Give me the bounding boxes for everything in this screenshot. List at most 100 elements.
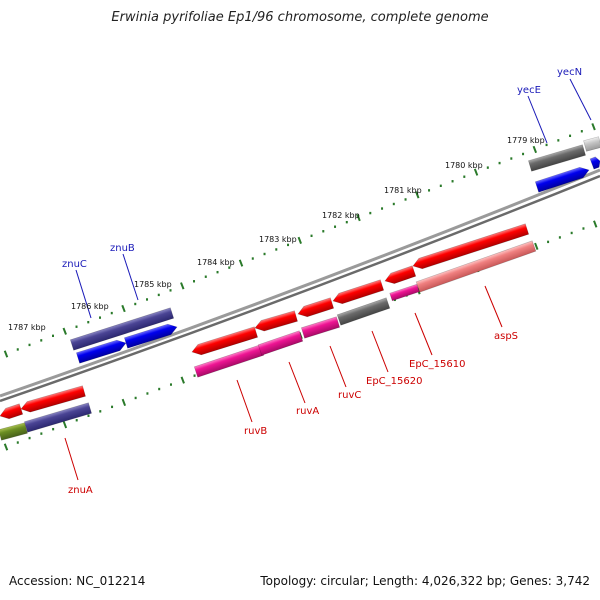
leader-EpC_15620 bbox=[371, 330, 389, 373]
leader-znuC bbox=[75, 269, 92, 319]
gene-arrow-ruvA-group bbox=[254, 310, 298, 332]
leader-znuB bbox=[122, 253, 139, 301]
gene-label-ruvB[interactable]: ruvB bbox=[244, 426, 267, 437]
scale-label-1784: 1784 kbp bbox=[197, 258, 235, 267]
upper-track-minor-tick bbox=[216, 270, 219, 274]
gene-label-ruvA[interactable]: ruvA bbox=[296, 406, 319, 417]
leader-aspS bbox=[484, 285, 503, 328]
gene-arrow-yecE-group bbox=[534, 166, 590, 193]
gene-arrow-znuC-navy bbox=[69, 307, 175, 351]
upper-track-minor-tick bbox=[75, 325, 78, 328]
upper-track-minor-tick bbox=[228, 266, 231, 269]
lower-track-major-tick bbox=[62, 421, 68, 429]
gene-arrow-znuB-group bbox=[123, 323, 178, 349]
upper-track-minor-tick bbox=[16, 348, 19, 351]
gene-label-yecN[interactable]: yecN bbox=[557, 67, 582, 78]
gene-arrow-ruvC-group bbox=[297, 297, 335, 318]
gene-label-yecE[interactable]: yecE bbox=[517, 85, 541, 96]
lower-track-minor-tick bbox=[99, 410, 102, 413]
gene-arrow-ruvA bbox=[254, 310, 298, 332]
leader-ruvC bbox=[329, 345, 347, 388]
lower-track-minor-tick bbox=[134, 396, 137, 400]
upper-track-minor-tick bbox=[392, 202, 395, 206]
gene-label-znuA[interactable]: znuA bbox=[68, 485, 93, 496]
upper-track-minor-tick bbox=[345, 220, 348, 224]
lower-track-minor-tick bbox=[193, 374, 196, 377]
gene-features bbox=[0, 136, 600, 441]
upper-track-minor-tick bbox=[569, 134, 572, 138]
gene-arrow-left-edge bbox=[0, 403, 24, 420]
scale-label-1785: 1785 kbp bbox=[134, 280, 172, 289]
gene-arrow-ruvC-pink bbox=[300, 316, 341, 339]
backbone-outer bbox=[0, 168, 600, 398]
upper-track-minor-tick bbox=[275, 248, 278, 251]
upper-track-major-tick bbox=[180, 282, 185, 290]
upper-track-minor-tick bbox=[310, 234, 313, 238]
scale-label-1780: 1780 kbp bbox=[445, 161, 483, 170]
upper-track-minor-tick bbox=[522, 152, 525, 156]
scale-label-1786: 1786 kbp bbox=[71, 302, 109, 311]
gene-label-EpC_15620[interactable]: EpC_15620 bbox=[366, 376, 422, 387]
gene-arrow-aspS bbox=[412, 223, 530, 270]
upper-track-major-tick bbox=[3, 350, 9, 358]
gene-label-znuC[interactable]: znuC bbox=[62, 259, 87, 270]
gene-arrow-ruvA-pink bbox=[257, 330, 304, 356]
gene-label-znuB[interactable]: znuB bbox=[110, 243, 135, 254]
lower-track-minor-tick bbox=[169, 383, 172, 386]
gene-arrow-yecN bbox=[589, 156, 600, 170]
lower-track-minor-tick bbox=[28, 436, 31, 440]
gene-arrow-ruvC-pink-group bbox=[300, 316, 341, 339]
upper-track-minor-tick bbox=[334, 225, 337, 228]
gene-label-aspS[interactable]: aspS bbox=[494, 331, 518, 342]
chromosome-backbone bbox=[0, 168, 600, 403]
leader-yecN bbox=[569, 78, 592, 121]
gene-arrow-yecE-gray bbox=[528, 144, 586, 172]
lower-track-minor-tick bbox=[87, 414, 90, 417]
upper-track-major-tick bbox=[238, 259, 244, 267]
lower-track-minor-tick bbox=[75, 419, 78, 422]
genome-summary-text: Topology: circular; Length: 4,026,322 bp… bbox=[260, 574, 590, 588]
lower-track-minor-tick bbox=[570, 231, 573, 235]
upper-track-minor-tick bbox=[322, 230, 325, 233]
upper-track-major-tick bbox=[591, 123, 596, 131]
lower-track-major-tick bbox=[593, 220, 598, 228]
upper-gene-labels: znuC znuB yecE yecN bbox=[62, 67, 582, 270]
upper-track-minor-tick bbox=[134, 302, 137, 306]
upper-track-minor-tick bbox=[486, 166, 489, 169]
lower-track-major-tick bbox=[534, 242, 539, 250]
gene-arrow-EpC_15610-pink bbox=[389, 283, 420, 302]
leader-yecE bbox=[527, 95, 548, 144]
scale-label-1782: 1782 kbp bbox=[322, 211, 360, 220]
upper-scale-ticks bbox=[3, 123, 596, 358]
upper-track-minor-tick bbox=[498, 161, 501, 165]
gene-arrow-ruvB bbox=[191, 326, 259, 356]
upper-track-major-tick bbox=[62, 327, 67, 335]
backbone-inner bbox=[0, 174, 600, 403]
upper-track-minor-tick bbox=[404, 198, 407, 201]
gene-arrow-ruvB-pink bbox=[193, 344, 265, 378]
leader-ruvA bbox=[288, 361, 306, 404]
gene-arrow-znuA bbox=[20, 385, 86, 413]
lower-track-minor-tick bbox=[558, 236, 561, 239]
upper-track-major-tick bbox=[532, 145, 538, 154]
gene-arrow-aspS-salmon-group bbox=[415, 240, 537, 293]
map-title: Erwinia pyrifoliae Ep1/96 chromosome, co… bbox=[111, 10, 489, 25]
upper-track-major-tick bbox=[415, 191, 420, 199]
gene-arrow-EpC_15610 bbox=[384, 265, 417, 284]
gene-arrow-aspS-salmon bbox=[415, 240, 537, 293]
leader-ruvB bbox=[236, 379, 253, 423]
upper-track-minor-tick bbox=[369, 211, 372, 215]
scale-labels: 1787 kbp 1786 kbp 1785 kbp 1784 kbp 1783… bbox=[8, 136, 545, 332]
gene-arrow-znuC bbox=[75, 339, 127, 364]
gene-label-EpC_15610[interactable]: EpC_15610 bbox=[409, 359, 465, 370]
lower-gene-labels: znuA ruvB ruvA ruvC EpC_15620 EpC_15610 … bbox=[68, 331, 518, 496]
upper-track-minor-tick bbox=[287, 243, 290, 247]
gene-label-ruvC[interactable]: ruvC bbox=[338, 390, 361, 401]
gene-arrow-yecN-gray bbox=[583, 136, 600, 152]
gene-arrow-ruvB-pink-group bbox=[193, 344, 265, 378]
leader-znuA bbox=[64, 437, 79, 481]
upper-track-minor-tick bbox=[263, 252, 266, 256]
gene-arrow-EpC_15620-gray bbox=[336, 297, 391, 326]
lower-track-minor-tick bbox=[111, 405, 114, 409]
lower-track-major-tick bbox=[121, 398, 127, 407]
